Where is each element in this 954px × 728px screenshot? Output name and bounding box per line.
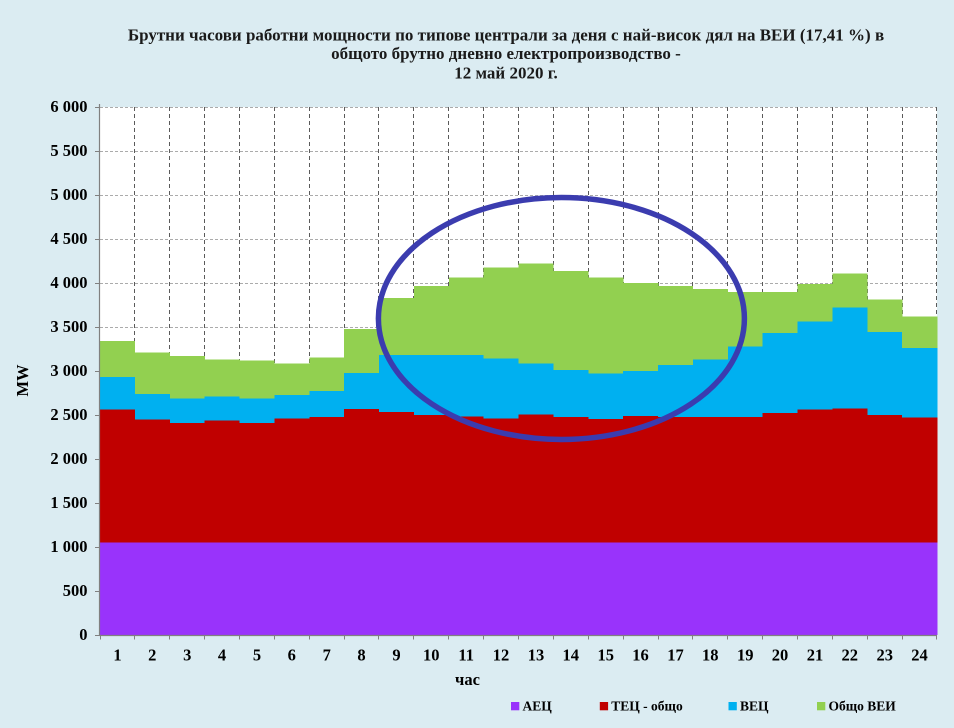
svg-text:час: час (455, 670, 480, 689)
svg-text:ВЕЦ: ВЕЦ (740, 699, 769, 714)
svg-text:1 000: 1 000 (50, 537, 87, 556)
svg-text:6 000: 6 000 (50, 97, 87, 116)
svg-text:2: 2 (148, 646, 156, 665)
svg-text:12: 12 (493, 646, 510, 665)
svg-text:2 000: 2 000 (50, 449, 87, 468)
svg-text:АЕЦ: АЕЦ (523, 699, 553, 714)
svg-text:1 500: 1 500 (50, 493, 87, 512)
svg-text:Общо ВЕИ: Общо ВЕИ (829, 699, 897, 714)
svg-text:3: 3 (183, 646, 191, 665)
svg-text:16: 16 (632, 646, 649, 665)
svg-text:24: 24 (911, 646, 928, 665)
svg-text:0: 0 (79, 625, 87, 644)
svg-text:4 000: 4 000 (50, 273, 87, 292)
svg-text:9: 9 (392, 646, 400, 665)
svg-text:Брутни часови работни мощности: Брутни часови работни мощности по типове… (128, 26, 884, 45)
svg-text:11: 11 (458, 646, 474, 665)
svg-text:500: 500 (63, 581, 88, 600)
svg-text:общото брутно дневно електропр: общото брутно дневно електропроизводство… (331, 44, 681, 63)
svg-text:3 000: 3 000 (50, 361, 87, 380)
svg-text:15: 15 (597, 646, 614, 665)
svg-text:ТЕЦ - общо: ТЕЦ - общо (611, 699, 683, 714)
svg-text:1: 1 (113, 646, 121, 665)
svg-text:6: 6 (288, 646, 296, 665)
svg-text:MW: MW (13, 364, 32, 397)
svg-text:13: 13 (528, 646, 545, 665)
svg-text:17: 17 (667, 646, 684, 665)
svg-text:18: 18 (702, 646, 719, 665)
svg-text:3 500: 3 500 (50, 317, 87, 336)
svg-text:21: 21 (807, 646, 824, 665)
svg-text:10: 10 (423, 646, 440, 665)
svg-text:14: 14 (563, 646, 580, 665)
svg-text:8: 8 (357, 646, 365, 665)
svg-text:22: 22 (842, 646, 859, 665)
svg-text:5 000: 5 000 (50, 185, 87, 204)
svg-text:23: 23 (876, 646, 893, 665)
svg-text:5 500: 5 500 (50, 141, 87, 160)
svg-text:4 500: 4 500 (50, 229, 87, 248)
svg-text:12 май 2020 г.: 12 май 2020 г. (454, 64, 558, 83)
svg-text:2 500: 2 500 (50, 405, 87, 424)
svg-text:19: 19 (737, 646, 754, 665)
svg-text:4: 4 (218, 646, 226, 665)
svg-text:7: 7 (323, 646, 331, 665)
svg-text:20: 20 (772, 646, 789, 665)
svg-text:5: 5 (253, 646, 261, 665)
